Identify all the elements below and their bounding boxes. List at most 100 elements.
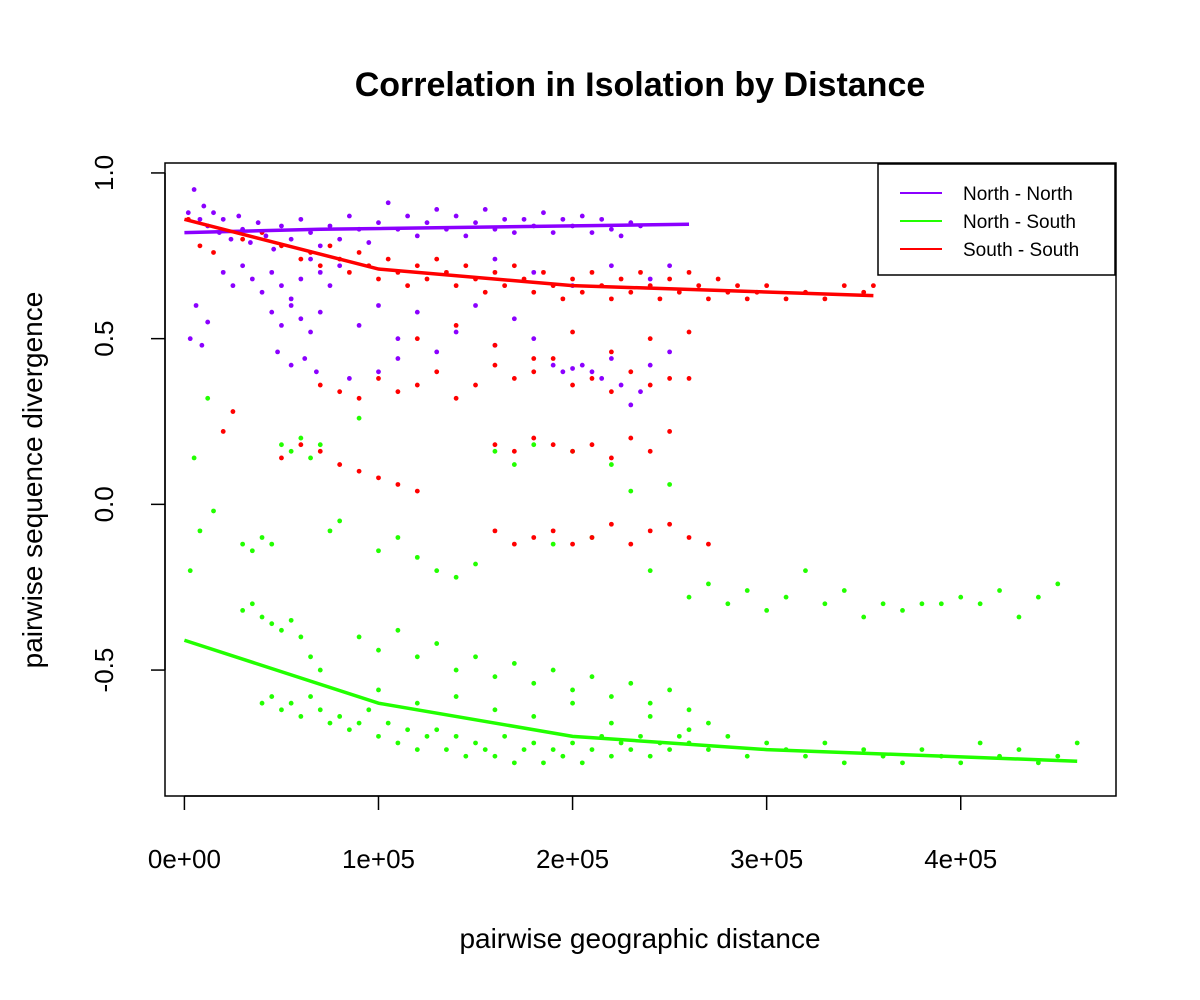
data-point (861, 289, 867, 295)
data-point (647, 700, 653, 706)
data-point (570, 382, 575, 388)
data-point (608, 389, 614, 395)
data-point (298, 714, 304, 719)
data-point (298, 216, 304, 222)
data-point (570, 740, 575, 746)
data-point (482, 289, 488, 295)
x-tick-label: 2e+05 (536, 844, 609, 874)
data-point (308, 654, 313, 660)
data-point (783, 296, 789, 302)
data-point (541, 760, 546, 766)
data-point (205, 319, 211, 325)
data-point (764, 608, 770, 613)
data-point (259, 289, 265, 295)
data-point (271, 246, 277, 252)
data-point (308, 455, 313, 461)
data-point (647, 276, 653, 282)
data-point (376, 376, 381, 381)
data-point (317, 667, 323, 673)
data-point (667, 482, 673, 487)
data-point (531, 356, 537, 361)
data-point (376, 548, 381, 554)
data-point (570, 329, 575, 335)
data-point (473, 740, 478, 746)
data-point (220, 269, 226, 275)
data-point (298, 634, 304, 640)
data-point (424, 276, 430, 282)
data-point (686, 376, 692, 381)
data-point (521, 747, 527, 753)
data-point (185, 210, 191, 216)
data-point (376, 220, 381, 226)
data-point (249, 548, 255, 554)
data-point (958, 594, 964, 600)
data-point (706, 720, 711, 726)
data-point (570, 687, 575, 693)
data-point (579, 362, 585, 368)
data-point (560, 369, 566, 375)
data-point (492, 342, 498, 348)
data-point (511, 462, 517, 467)
data-point (385, 720, 391, 726)
data-point (298, 442, 304, 448)
data-point (240, 541, 246, 547)
data-point (395, 389, 401, 395)
data-point (220, 216, 226, 222)
data-point (744, 588, 750, 593)
data-point (686, 594, 692, 600)
data-point (259, 700, 265, 706)
data-point (628, 488, 634, 494)
data-point (608, 521, 614, 527)
data-point (228, 236, 234, 242)
data-point (269, 309, 275, 315)
data-point (356, 720, 362, 726)
data-point (1016, 614, 1022, 620)
data-point (376, 647, 381, 653)
data-point (288, 617, 294, 623)
data-point (414, 747, 420, 753)
data-point (346, 727, 352, 733)
data-point (550, 541, 556, 547)
data-point (667, 687, 673, 693)
data-point (1055, 753, 1061, 759)
points-layer (185, 187, 1080, 766)
data-point (608, 462, 614, 467)
data-point (327, 283, 333, 289)
data-point (269, 694, 275, 699)
data-point (366, 707, 372, 713)
data-point (259, 614, 265, 620)
data-point (531, 714, 537, 719)
data-point (405, 283, 411, 289)
data-point (327, 528, 333, 534)
data-point (424, 733, 430, 739)
data-point (211, 250, 216, 255)
data-point (589, 369, 595, 375)
data-point (434, 206, 440, 212)
data-point (764, 740, 770, 746)
data-point (230, 283, 236, 289)
data-point (686, 269, 692, 275)
data-point (550, 528, 556, 534)
y-tick-label: 1.0 (89, 155, 119, 191)
data-point (482, 206, 488, 212)
data-point (667, 276, 673, 282)
data-point (356, 322, 362, 328)
data-point (191, 187, 197, 192)
data-point (337, 462, 343, 467)
data-point (570, 700, 575, 706)
data-point (531, 442, 537, 448)
y-tick-label: 0.5 (89, 321, 119, 357)
data-point (618, 382, 624, 388)
data-point (424, 220, 430, 226)
data-point (638, 389, 643, 395)
x-tick-label: 0e+00 (148, 844, 221, 874)
data-point (395, 482, 401, 487)
data-point (803, 753, 808, 759)
data-point (919, 601, 925, 607)
data-point (492, 707, 498, 713)
data-point (197, 528, 203, 534)
data-point (356, 634, 362, 640)
data-point (647, 753, 653, 759)
data-point (453, 667, 459, 673)
data-point (279, 707, 284, 713)
